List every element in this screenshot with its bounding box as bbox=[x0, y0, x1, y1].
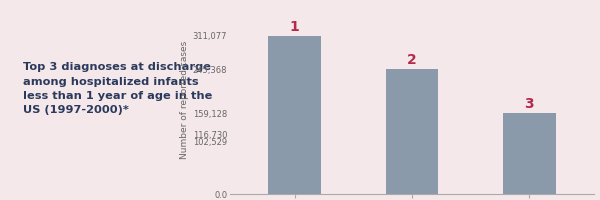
Bar bbox=[268, 36, 321, 194]
Text: 2: 2 bbox=[407, 53, 417, 67]
Text: 1: 1 bbox=[290, 20, 299, 34]
Text: Top 3 diagnoses at discharge
among hospitalized infants
less than 1 year of age : Top 3 diagnoses at discharge among hospi… bbox=[23, 62, 212, 115]
Text: 3: 3 bbox=[524, 97, 534, 111]
Bar bbox=[386, 69, 439, 194]
Bar bbox=[503, 113, 556, 194]
Y-axis label: Number of reported cases: Number of reported cases bbox=[179, 41, 188, 159]
